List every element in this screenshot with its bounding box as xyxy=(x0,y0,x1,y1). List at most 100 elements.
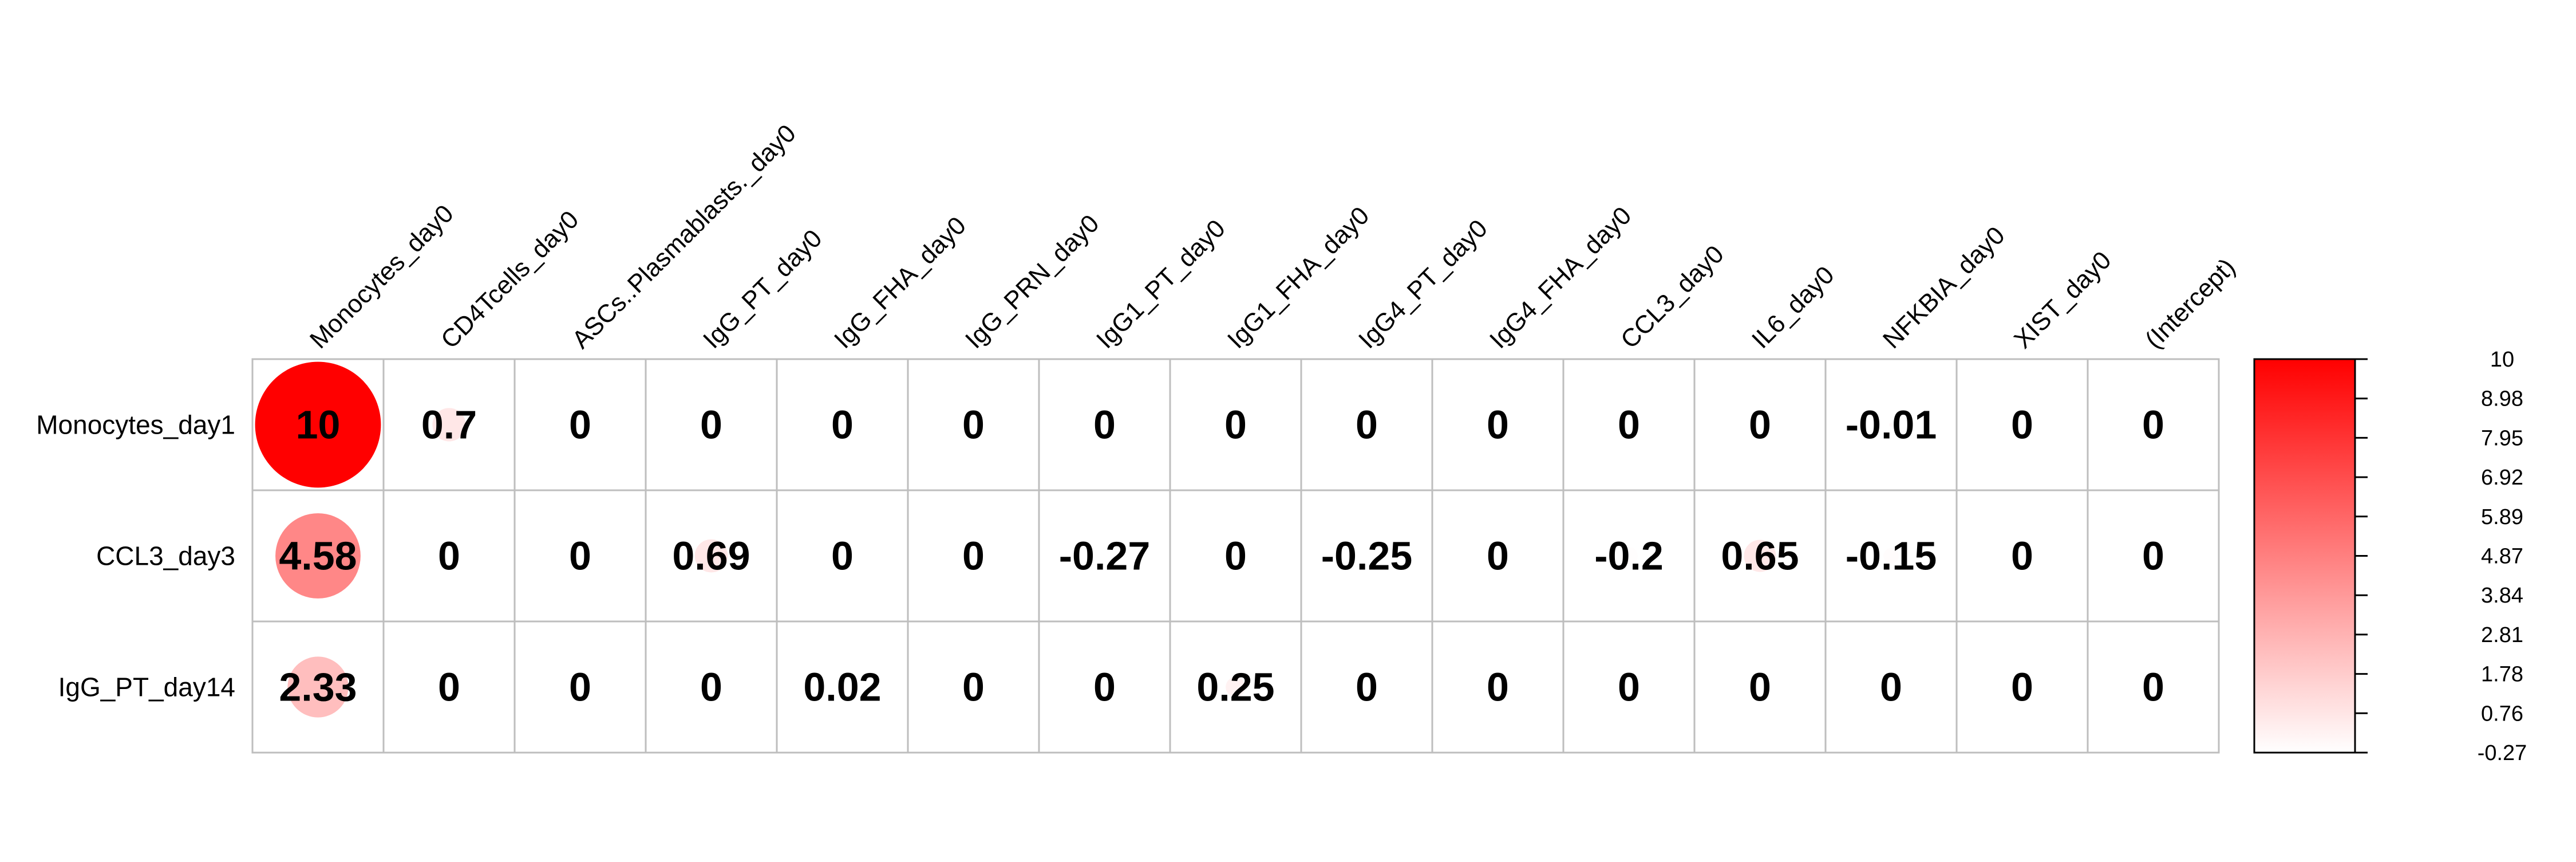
grid-cell xyxy=(1431,489,1564,623)
cell-value-label: 0 xyxy=(1487,534,1509,578)
grid-cell xyxy=(1431,620,1564,754)
grid-cell xyxy=(1693,620,1827,754)
cell-value-label: 0 xyxy=(962,403,985,447)
grid-cell xyxy=(1038,489,1171,623)
value-circle xyxy=(287,656,349,718)
grid-cell xyxy=(1431,358,1564,491)
value-circle xyxy=(1357,546,1377,566)
cell-value-label: 0.7 xyxy=(421,403,477,447)
colorbar-tick-label: 6.92 xyxy=(2481,466,2523,490)
colorbar-tick-label: 3.84 xyxy=(2481,584,2523,608)
cell-value-label: 0 xyxy=(700,403,722,447)
cell-value-label: -0.25 xyxy=(1321,534,1413,578)
grid-cell xyxy=(907,358,1040,491)
column-label: IgG1_FHA_day0 xyxy=(1222,202,1374,354)
cell-value-label: 0 xyxy=(1618,403,1640,447)
colorbar-tick-label: 2.81 xyxy=(2481,623,2523,647)
colorbar: 10 8.98 7.95 6.92 5.89 4.87 3.84 2.81 1.78 0.76 -0… xyxy=(2253,348,2527,765)
cell-value-label: 0 xyxy=(831,403,854,447)
grid-cell xyxy=(776,489,909,623)
column-label: (Intercept) xyxy=(2140,253,2241,354)
column-label: IgG1_PT_day0 xyxy=(1091,214,1231,354)
cell-value-label: 0 xyxy=(1224,403,1247,447)
value-circle xyxy=(1889,423,1893,427)
cell-value-label: 0 xyxy=(569,534,591,578)
cell-value-label: -0.2 xyxy=(1594,534,1664,578)
value-circle xyxy=(1883,548,1899,564)
colorbar-gradient xyxy=(2253,358,2356,754)
grid-cell xyxy=(1824,620,1958,754)
cell-value-label: 0 xyxy=(2011,665,2033,710)
grid-cell xyxy=(513,489,647,623)
column-label: NFKBIA_day0 xyxy=(1878,221,2010,354)
cell-value-label: 0 xyxy=(831,534,854,578)
cell-value-label: 0 xyxy=(1093,665,1116,710)
grid-cell xyxy=(907,489,1040,623)
cell-value-label: 10 xyxy=(296,403,341,447)
grid-cell xyxy=(1300,620,1433,754)
grid-cell xyxy=(907,620,1040,754)
cell-value-label: 0 xyxy=(438,534,460,578)
cell-value-label: 0 xyxy=(1093,403,1116,447)
cell-value-label: 0 xyxy=(2011,534,2033,578)
cell-value-label: 0 xyxy=(1224,534,1247,578)
colorbar-tick-label: 1.78 xyxy=(2481,663,2523,687)
grid-cell xyxy=(1955,489,2089,623)
cell-value-label: 0 xyxy=(1749,665,1771,710)
cell-value-label: 0 xyxy=(2142,665,2164,710)
colorbar-tick-label: 0.76 xyxy=(2481,702,2523,726)
colorbar-tick-label: 8.98 xyxy=(2481,387,2523,411)
grid-cell xyxy=(513,358,647,491)
grid-cell xyxy=(1038,620,1171,754)
value-circle xyxy=(432,408,466,442)
cell-value-label: 0 xyxy=(438,665,460,710)
cell-label-layer: 10 0.7 0 0 0 0 0 0 0 0 0 0 -0.01 0 0 4.58 0 0 0.69 0 0 -0.27 0… xyxy=(279,403,2164,710)
grid-cell xyxy=(1955,358,2089,491)
cell-value-label: 0 xyxy=(1749,403,1771,447)
value-circle xyxy=(255,361,381,488)
grid-cell xyxy=(2087,358,2220,491)
value-circle xyxy=(275,513,361,599)
row-label-layer: Monocytes_day1 CCL3_day3 IgG_PT_day14 xyxy=(36,410,235,702)
cell-value-label: 0 xyxy=(962,665,985,710)
colorbar-tick-label: 10 xyxy=(2490,348,2514,372)
cell-value-label: 0 xyxy=(1880,665,1902,710)
cell-value-label: 0 xyxy=(1487,403,1509,447)
column-label: IgG_PRN_day0 xyxy=(960,210,1105,355)
cell-value-label: 0 xyxy=(2142,403,2164,447)
row-label: CCL3_day3 xyxy=(96,541,235,571)
column-label: IgG_PT_day0 xyxy=(698,224,828,354)
cell-value-label: 0 xyxy=(1356,665,1378,710)
grid-cell xyxy=(1169,489,1302,623)
value-circle xyxy=(694,539,728,573)
cell-value-label: 0 xyxy=(700,665,722,710)
row-label: IgG_PT_day14 xyxy=(58,672,235,702)
cell-value-label: 0 xyxy=(569,665,591,710)
column-label: CCL3_day0 xyxy=(1615,240,1729,354)
column-label: IgG4_FHA_day0 xyxy=(1484,202,1637,354)
row-label: Monocytes_day1 xyxy=(36,410,235,440)
cell-value-label: 0 xyxy=(962,534,985,578)
cell-value-label: 0 xyxy=(2142,534,2164,578)
cell-value-label: -0.15 xyxy=(1846,534,1937,578)
cell-value-label: 0.65 xyxy=(1721,534,1799,578)
column-label: IgG_FHA_day0 xyxy=(829,211,971,354)
grid-cell xyxy=(1169,358,1302,491)
grid-cell xyxy=(2087,489,2220,623)
column-label: IL6_day0 xyxy=(1747,261,1840,354)
cell-value-label: 0.69 xyxy=(672,534,750,578)
value-circle xyxy=(839,684,846,690)
colorbar-tick-label: -0.27 xyxy=(2478,741,2527,765)
grid-cell xyxy=(2087,620,2220,754)
column-label: XIST_day0 xyxy=(2009,246,2117,354)
column-label-layer: Monocytes_day0CD4Tcells_day0ASCs..Plasma… xyxy=(305,119,2241,354)
cell-value-label: 0 xyxy=(2011,403,2033,447)
value-circle xyxy=(1620,547,1638,565)
value-circle xyxy=(1226,677,1246,697)
circle-layer xyxy=(255,361,1899,718)
grid-cell xyxy=(645,358,778,491)
cell-value-label: 0 xyxy=(569,403,591,447)
cell-value-label: -0.27 xyxy=(1059,534,1151,578)
grid-cell xyxy=(776,358,909,491)
